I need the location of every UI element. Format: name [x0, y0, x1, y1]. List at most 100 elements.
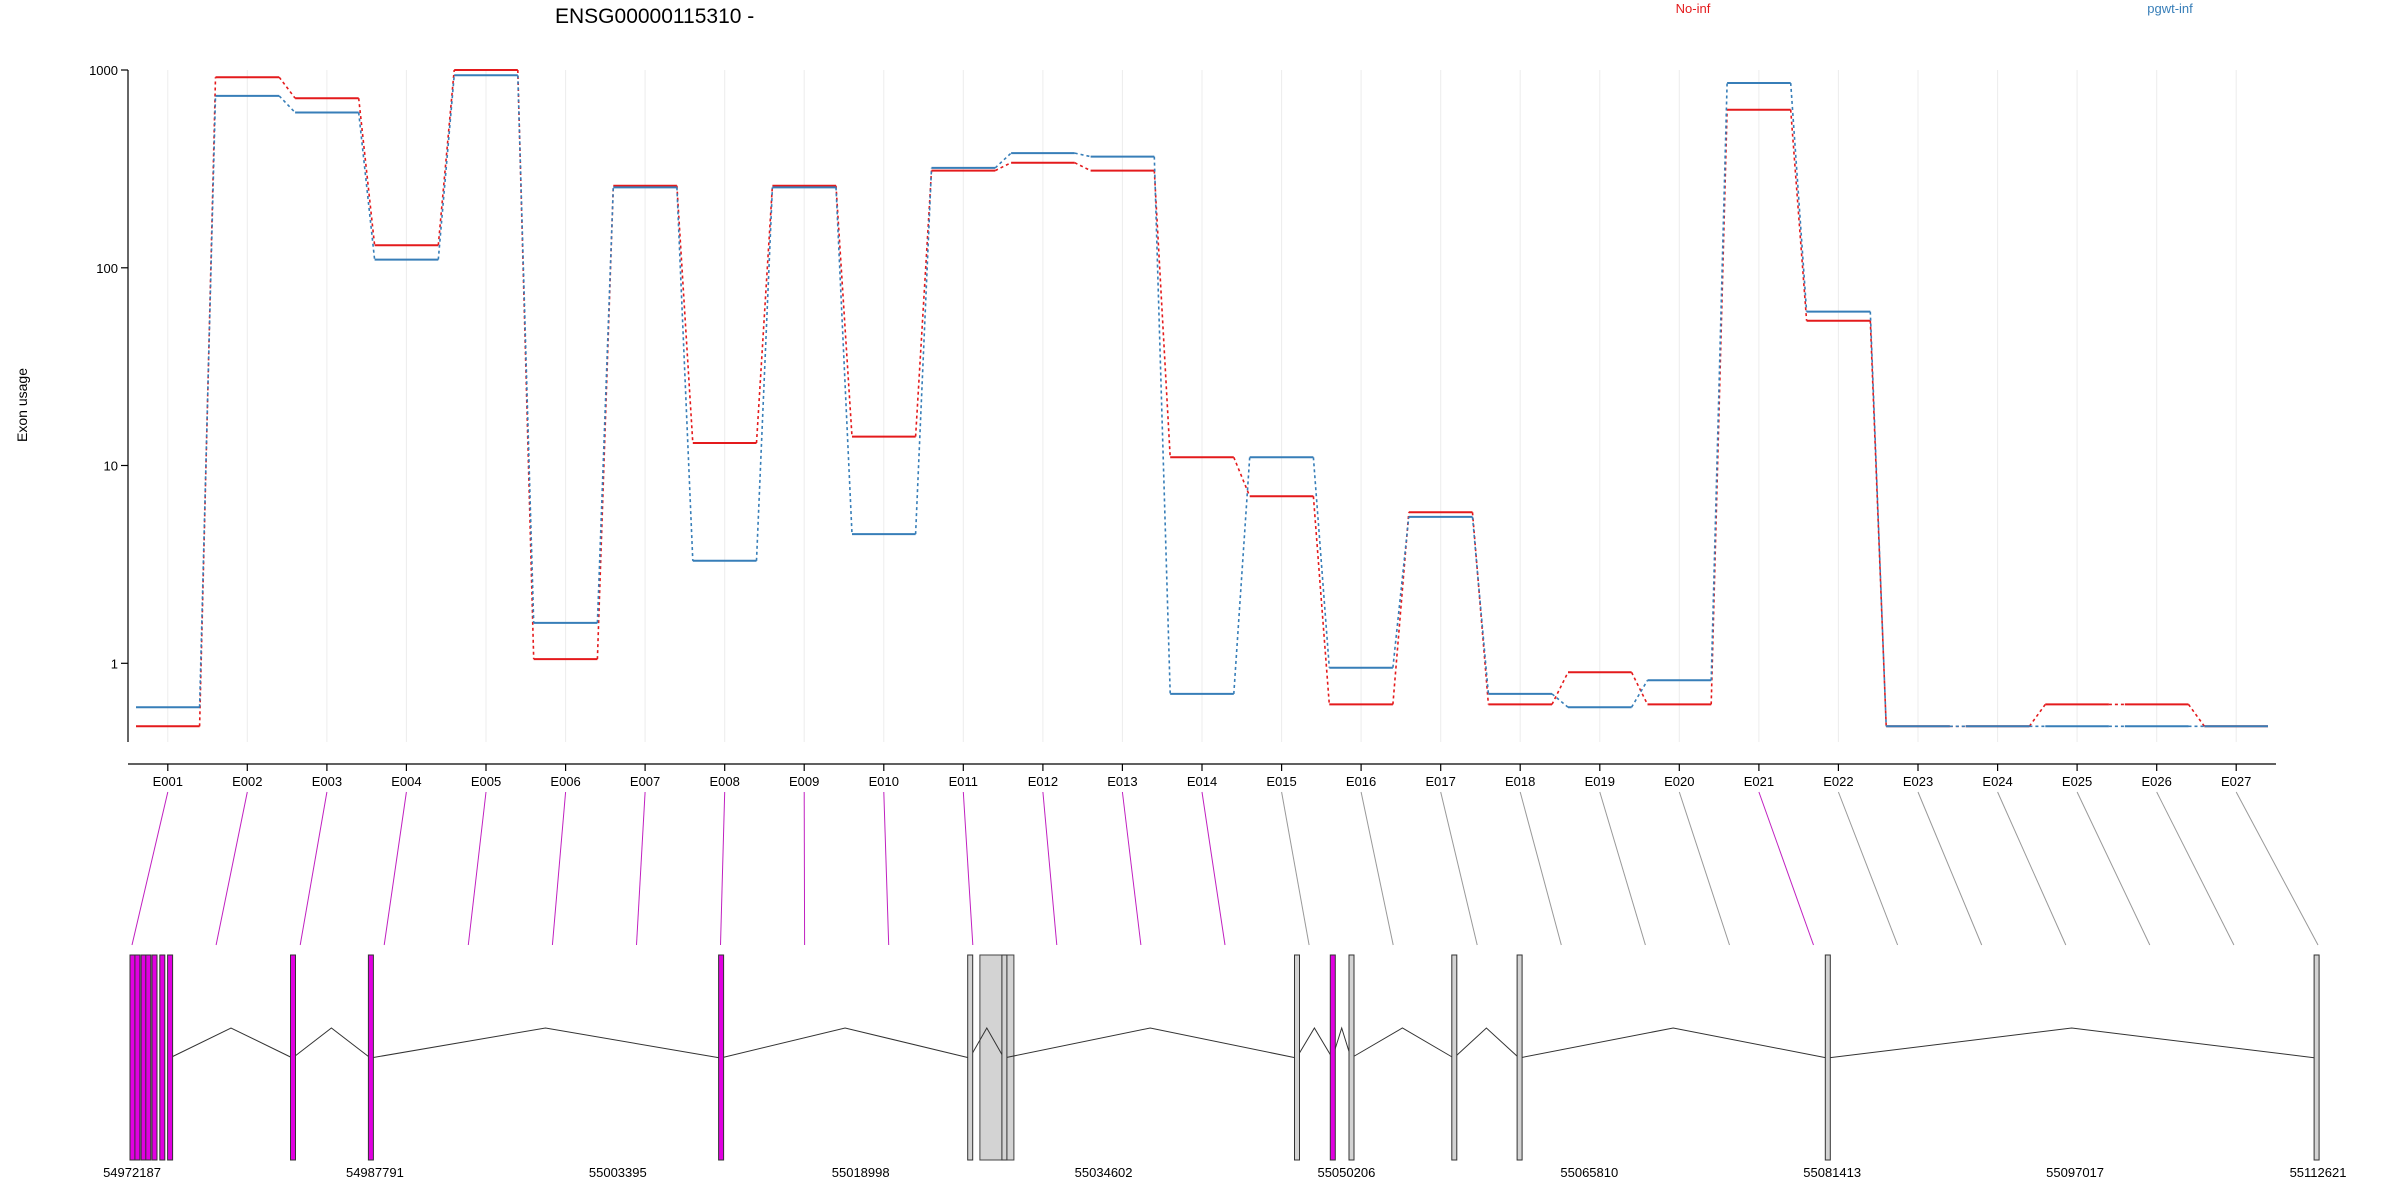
- exon-box: [718, 954, 725, 1161]
- series-connector: [1074, 161, 1091, 172]
- exon-connector: [2235, 791, 2319, 946]
- y-tick-label: 100: [96, 261, 118, 276]
- exon-box: [2313, 954, 2320, 1161]
- exon-box: [159, 954, 166, 1161]
- intron-line: [292, 1027, 371, 1059]
- exon-box: [367, 954, 374, 1161]
- exon-connector: [467, 791, 487, 946]
- legend-pgwt-inf: pgwt-inf: [2147, 1, 2193, 16]
- x-tick-label: E009: [789, 774, 819, 789]
- exon-box: [1516, 954, 1523, 1161]
- exon-box: [1294, 954, 1300, 1161]
- series-connector: [755, 187, 774, 561]
- series-connector: [1392, 512, 1410, 705]
- x-tick-label: E011: [949, 774, 978, 789]
- exon-box: [979, 954, 1015, 1161]
- exon-connector: [383, 791, 407, 946]
- intron-line: [720, 1027, 970, 1059]
- series-connector: [1153, 170, 1171, 458]
- series-connector: [914, 170, 933, 437]
- series-connector: [1630, 671, 1649, 705]
- exon-connector: [1281, 791, 1310, 946]
- intron-line: [370, 1027, 721, 1059]
- series-connector: [1312, 457, 1331, 668]
- exon-box: [145, 954, 152, 1161]
- series-connector: [278, 95, 296, 114]
- intron-line: [1296, 1027, 1333, 1059]
- x-tick-label: E003: [312, 774, 342, 789]
- y-ticks: 1 10 100 1000: [89, 63, 128, 671]
- series-connector: [198, 95, 217, 708]
- series-connector: [1789, 82, 1808, 312]
- series-connector: [2187, 703, 2206, 727]
- exon-connector: [720, 791, 726, 946]
- x-tick-label: E018: [1505, 774, 1535, 789]
- x-tick-label: E014: [1187, 774, 1217, 789]
- series-connector: [1153, 156, 1171, 694]
- x-tick-label: E007: [630, 774, 660, 789]
- exon-box: [1824, 954, 1831, 1161]
- x-tick-label: E006: [550, 774, 580, 789]
- exon-connector: [1997, 791, 2067, 946]
- series-connector: [994, 152, 1012, 169]
- y-tick-label: 1000: [89, 63, 118, 78]
- coordinate-label: 55081413: [1803, 1165, 1861, 1180]
- y-axis-label: Exon usage: [14, 368, 30, 442]
- series-connector: [835, 187, 853, 535]
- exon-box: [290, 954, 296, 1161]
- exon-box: [151, 954, 158, 1161]
- series-connector: [676, 185, 694, 444]
- series-connector: [278, 76, 296, 99]
- exon-connector: [299, 791, 328, 946]
- series-connector: [1074, 152, 1091, 158]
- series-connector: [1471, 516, 1490, 694]
- exon-connector: [2076, 791, 2151, 946]
- x-tick-label: E026: [2142, 774, 2172, 789]
- x-tick-label: E010: [869, 774, 899, 789]
- series-connector: [1233, 457, 1251, 694]
- y-tick-label: 10: [104, 459, 118, 474]
- coordinate-label: 55050206: [1317, 1165, 1375, 1180]
- coordinate-label: 54987791: [346, 1165, 404, 1180]
- series-connector: [198, 77, 217, 727]
- series-No-inf: [136, 69, 2268, 728]
- intron-line: [1003, 1027, 1297, 1059]
- x-tick-label: E016: [1346, 774, 1376, 789]
- coordinate-label: 54972187: [103, 1165, 161, 1180]
- legend-no-inf: No-inf: [1676, 1, 1711, 16]
- coordinate-label: 55018998: [832, 1165, 890, 1180]
- exon-connector: [215, 791, 248, 946]
- series-pgwt-inf: [136, 74, 2268, 728]
- exon-box: [134, 954, 141, 1161]
- series-lines: [136, 69, 2268, 728]
- intron-line: [1453, 1027, 1520, 1059]
- x-tick-label: E017: [1426, 774, 1456, 789]
- exon-connector: [1678, 791, 1730, 946]
- intron-line: [1350, 1027, 1455, 1059]
- exon-box: [1001, 954, 1008, 1161]
- x-tick-label: E001: [153, 774, 183, 789]
- x-tick-label: E019: [1585, 774, 1615, 789]
- intron-line: [1827, 1027, 2317, 1059]
- exon-box: [1348, 954, 1355, 1161]
- y-tick-label: 1: [111, 656, 118, 671]
- exon-connector: [1042, 791, 1058, 946]
- exon-connector: [2156, 791, 2235, 946]
- exon-connector: [883, 791, 890, 946]
- series-connector: [357, 98, 376, 246]
- exon-connector: [962, 791, 974, 946]
- exon-box: [1329, 954, 1336, 1161]
- coordinate-label: 55097017: [2046, 1165, 2104, 1180]
- x-tick-label: E020: [1664, 774, 1694, 789]
- x-tick-label: E012: [1028, 774, 1058, 789]
- series-connector: [755, 185, 774, 444]
- x-ticks: E001 E002 E003 E004 E005 E006 E007 E008 E009 E010…: [153, 764, 2251, 789]
- exon-connector: [1201, 791, 1226, 946]
- x-tick-label: E022: [1823, 774, 1853, 789]
- series-connector: [1392, 516, 1410, 668]
- exon-connector: [1917, 791, 1983, 946]
- intron-line: [169, 1027, 293, 1059]
- chart-title: ENSG00000115310 -: [555, 5, 754, 28]
- exon-connector: [636, 791, 646, 946]
